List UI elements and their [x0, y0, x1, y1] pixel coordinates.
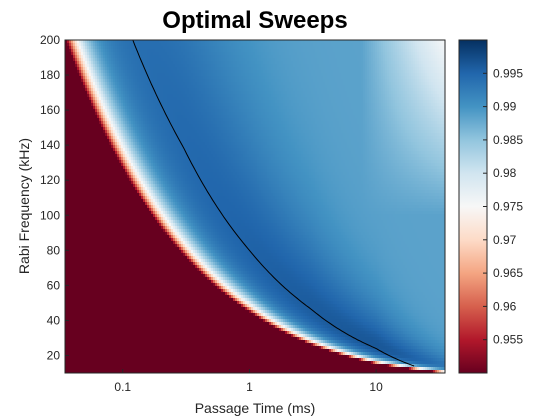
chart-title: Optimal Sweeps: [162, 7, 347, 34]
heatmap-cells: [65, 40, 446, 374]
